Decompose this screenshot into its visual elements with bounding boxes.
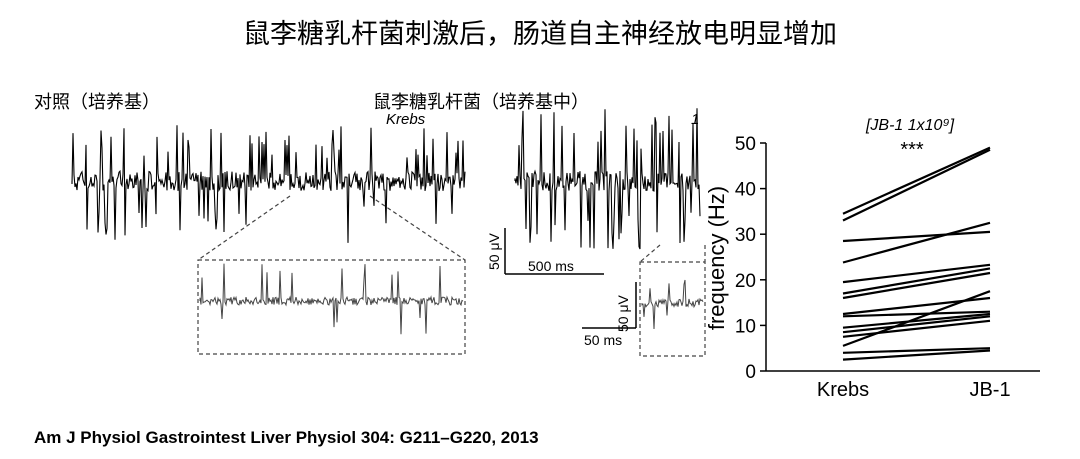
series-line-10 — [842, 312, 991, 329]
y-tick-label: 20 — [735, 271, 756, 292]
y-tick-label: 40 — [735, 180, 756, 201]
significance-annotation: *** — [900, 139, 924, 161]
chart-title: [JB-1 1x10⁹] — [865, 117, 955, 134]
series-line-11 — [842, 315, 991, 334]
scale-zoom-voltage: 50 μV — [615, 294, 631, 332]
zoom-connector-left — [197, 195, 466, 261]
scale-bar-zoom: 50 μV 50 ms — [582, 282, 637, 348]
treated-trace — [514, 108, 701, 250]
series-line-7 — [842, 271, 991, 300]
series-line-6 — [842, 267, 991, 295]
treated-label: 鼠李糖乳杆菌（培养基中） — [373, 92, 589, 113]
x-tick-label: Krebs — [817, 379, 869, 401]
y-axis-label: frequency (Hz) — [704, 186, 729, 330]
y-tick-label: 10 — [735, 316, 756, 337]
x-tick-label: JB-1 — [969, 379, 1010, 401]
series-line-15 — [842, 349, 991, 361]
scale-main-time: 500 ms — [528, 258, 574, 274]
y-tick-label: 30 — [735, 225, 756, 246]
series-line-2 — [842, 148, 991, 222]
scale-main-voltage: 50 μV — [486, 232, 502, 270]
control-trace — [71, 125, 466, 243]
series-line-1 — [842, 146, 991, 215]
trace-number-label: 1 — [691, 111, 699, 128]
krebs-trace-label: Krebs — [386, 111, 426, 128]
treated-zoom-trace — [641, 279, 704, 330]
series-line-12 — [842, 319, 991, 338]
zoom-box-treated — [639, 261, 706, 357]
frequency-chart: 0 10 20 30 40 50 Krebs JB-1 [JB-1 1x10⁹] *** f… — [704, 117, 1040, 401]
scale-zoom-time: 50 ms — [584, 332, 622, 348]
zoom-box-control — [197, 259, 466, 355]
control-label: 对照（培养基） — [34, 92, 160, 113]
series-line-9 — [842, 310, 991, 318]
y-tick-label: 50 — [735, 134, 756, 155]
citation: Am J Physiol Gastrointest Liver Physiol … — [34, 428, 539, 447]
series-line-14 — [842, 347, 991, 354]
series-line-3 — [842, 230, 991, 243]
page-title: 鼠李糖乳杆菌刺激后，肠道自主神经放电明显增加 — [243, 19, 837, 50]
control-zoom-trace — [199, 263, 464, 335]
zoom-connector-right — [639, 244, 706, 263]
series-line-4 — [842, 221, 991, 264]
scale-bar-main: 50 μV 500 ms — [486, 228, 604, 275]
series-line-13 — [842, 290, 991, 347]
series-line-5 — [842, 263, 991, 284]
y-tick-label: 0 — [745, 362, 756, 383]
